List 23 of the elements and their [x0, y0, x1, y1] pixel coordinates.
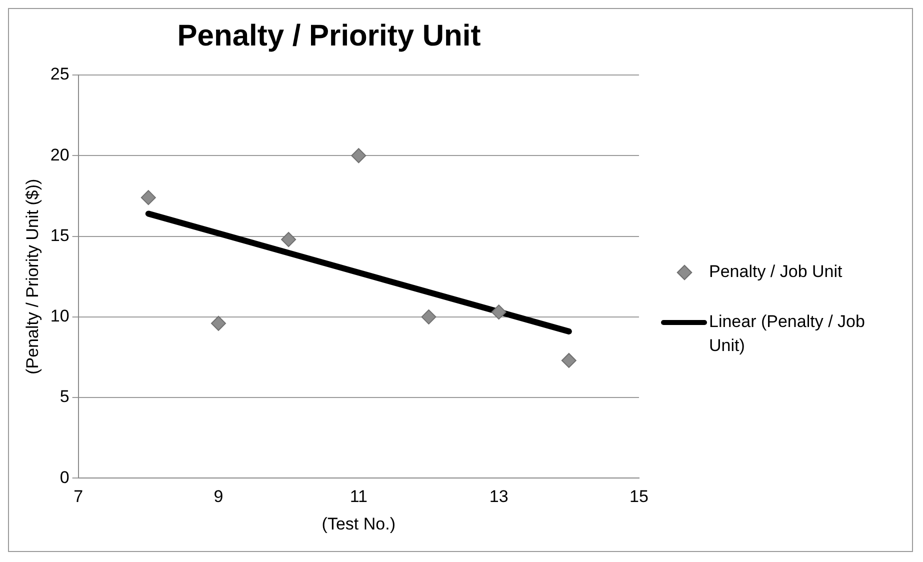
y-tick-label: 0 [60, 468, 70, 487]
point [210, 316, 226, 331]
y-tick-label: 5 [60, 387, 70, 406]
y-tick-label: 20 [50, 145, 70, 164]
point [281, 232, 296, 248]
y-tick-label: 25 [50, 64, 70, 84]
y-axis-title: (Penalty / Priority Unit ($)) [22, 178, 42, 374]
legend-label: Linear (Penalty / Job Unit) [709, 311, 866, 357]
y-tick-label: 10 [50, 306, 70, 326]
x-tick-label: 15 [630, 487, 648, 506]
x-tick-label: 9 [214, 487, 224, 506]
x-tick-label: 11 [350, 487, 368, 506]
y-tick-label: 15 [50, 226, 70, 245]
x-tick-label: 7 [74, 487, 84, 506]
x-tick-label: 13 [489, 487, 508, 506]
point [491, 304, 506, 320]
x-axis-title: (Test No.) [322, 514, 396, 534]
point [421, 309, 436, 324]
chart-title: Penalty / Priority Unit [177, 19, 481, 52]
point [561, 352, 576, 368]
point [140, 190, 156, 206]
point [351, 148, 366, 164]
legend-label: Penalty / Job Unit [709, 261, 842, 283]
